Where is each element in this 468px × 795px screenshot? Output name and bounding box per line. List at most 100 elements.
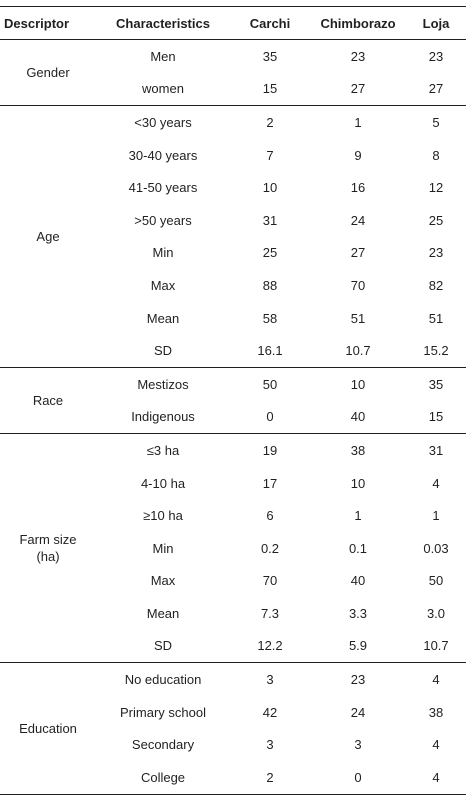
header-loja: Loja (422, 15, 450, 31)
table-row: Mean 58 51 51 (0, 302, 466, 335)
loja-cell: 50 (428, 573, 444, 589)
descriptor-farm-size-line2: (ha) (36, 549, 60, 565)
chimborazo-cell: 1 (354, 508, 362, 524)
table-row: Secondary 3 3 4 (0, 728, 466, 761)
carchi-cell: 3 (266, 737, 274, 753)
characteristic-cell: College (140, 769, 186, 785)
carchi-cell: 58 (262, 310, 278, 326)
characteristic-cell: >50 years (134, 212, 192, 228)
loja-cell: 4 (432, 737, 440, 753)
table-row: 41-50 years 10 16 12 (0, 171, 466, 204)
characteristic-cell: Mean (146, 605, 180, 621)
table-row: Farm size (ha) ≤3 ha 19 38 31 (0, 434, 466, 564)
loja-cell: 23 (428, 48, 444, 64)
descriptor-farm-size-line1: Farm size (19, 532, 77, 548)
characteristic-cell: Mestizos (137, 376, 189, 392)
carchi-cell: 0 (266, 409, 274, 425)
header-characteristics: Characteristics (116, 15, 210, 31)
carchi-cell: 10 (262, 180, 278, 196)
chimborazo-cell: 0.1 (348, 540, 368, 556)
characteristic-cell: SD (153, 638, 173, 654)
descriptor-gender: Gender (26, 65, 70, 81)
table-row: Gender Men 35 23 23 (0, 40, 466, 80)
characteristic-cell: Min (152, 540, 174, 556)
descriptor-race: Race (32, 393, 64, 409)
characteristic-cell: No education (124, 672, 202, 688)
table-row: 4-10 ha 17 10 4 (0, 467, 466, 500)
table-body: Gender Men 35 23 23 women 15 27 27 Age <… (0, 40, 466, 795)
chimborazo-cell: 1 (354, 114, 362, 130)
loja-cell: 15.2 (423, 343, 449, 359)
loja-cell: 3.0 (426, 605, 446, 621)
loja-cell: 5 (432, 114, 440, 130)
table-row: 30-40 years 7 9 8 (0, 139, 466, 172)
table-row: ≥10 ha 6 1 1 (0, 499, 466, 532)
table-row: Race Mestizos 50 10 35 (0, 367, 466, 408)
loja-cell: 38 (428, 704, 444, 720)
characteristic-cell: Mean (146, 310, 180, 326)
carchi-cell: 31 (262, 212, 278, 228)
chimborazo-cell: 24 (350, 704, 366, 720)
chimborazo-cell: 10.7 (345, 343, 371, 359)
chimborazo-cell: 23 (350, 672, 366, 688)
descriptor-age: Age (36, 229, 60, 245)
table-row: Min 25 27 23 (0, 237, 466, 270)
carchi-cell: 12.2 (257, 638, 283, 654)
chimborazo-cell: 27 (350, 81, 366, 97)
carchi-cell: 3 (266, 672, 274, 688)
characteristic-cell: Indigenous (131, 409, 195, 425)
loja-cell: 4 (432, 769, 440, 785)
characteristic-cell: Max (150, 277, 176, 293)
carchi-cell: 2 (266, 114, 274, 130)
chimborazo-cell: 10 (350, 376, 366, 392)
loja-cell: 15 (428, 409, 444, 425)
characteristic-cell: Min (152, 245, 174, 261)
characteristic-cell: Max (150, 573, 176, 589)
loja-cell: 27 (428, 81, 444, 97)
characteristic-cell: Men (150, 48, 176, 64)
header-chimborazo: Chimborazo (320, 15, 396, 31)
carchi-cell: 70 (262, 573, 278, 589)
loja-cell: 35 (428, 376, 444, 392)
table-row: >50 years 31 24 25 (0, 204, 466, 237)
chimborazo-cell: 23 (350, 48, 366, 64)
carchi-cell: 35 (262, 48, 278, 64)
carchi-cell: 25 (262, 245, 278, 261)
carchi-cell: 16.1 (257, 343, 283, 359)
characteristic-cell: Primary school (120, 704, 206, 720)
loja-cell: 10.7 (423, 638, 449, 654)
table-row: Max 70 40 50 (0, 565, 466, 598)
characteristic-cell: ≥10 ha (143, 508, 183, 524)
header-carchi: Carchi (249, 15, 291, 31)
chimborazo-cell: 24 (350, 212, 366, 228)
descriptor-education: Education (19, 720, 77, 736)
chimborazo-cell: 40 (350, 573, 366, 589)
loja-cell: 31 (428, 442, 444, 458)
table-row: SD 16.1 10.7 15.2 (0, 334, 466, 368)
carchi-cell: 7.3 (260, 605, 280, 621)
characteristic-cell: women (142, 81, 184, 97)
carchi-cell: 15 (262, 81, 278, 97)
carchi-cell: 17 (262, 475, 278, 491)
chimborazo-cell: 0 (354, 769, 362, 785)
header-descriptor: Descriptor (4, 15, 70, 31)
chimborazo-cell: 27 (350, 245, 366, 261)
carchi-cell: 0.2 (260, 540, 280, 556)
table-row: Min 0.2 0.1 0.03 (0, 532, 466, 565)
demographics-table: Descriptor Characteristics Carchi Chimbo… (0, 6, 466, 795)
loja-cell: 4 (432, 672, 440, 688)
chimborazo-cell: 40 (350, 409, 366, 425)
loja-cell: 4 (432, 475, 440, 491)
carchi-cell: 2 (266, 769, 274, 785)
loja-cell: 23 (428, 245, 444, 261)
characteristic-cell: Secondary (131, 737, 195, 753)
table-row: Max 88 70 82 (0, 269, 466, 302)
table-header: Descriptor Characteristics Carchi Chimbo… (0, 6, 466, 40)
loja-cell: 82 (428, 277, 444, 293)
table-row: Primary school 42 24 38 (0, 696, 466, 729)
loja-cell: 0.03 (423, 540, 449, 556)
loja-cell: 51 (428, 310, 444, 326)
chimborazo-cell: 10 (350, 475, 366, 491)
table-row: Indigenous 0 40 15 (0, 401, 466, 434)
